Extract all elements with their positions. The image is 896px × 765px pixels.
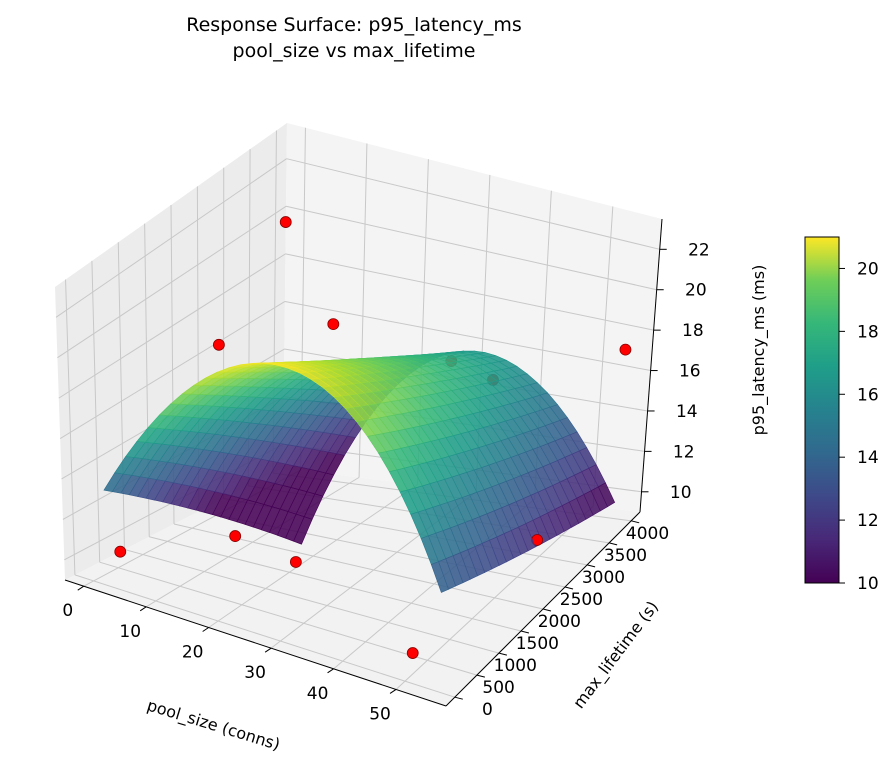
grid-line-z: [55, 158, 287, 318]
y-tick: [542, 608, 552, 612]
y-tick: [631, 520, 640, 524]
y-tick: [454, 696, 463, 700]
grid-line-z: [286, 158, 660, 250]
grid-line-z: [284, 300, 651, 372]
x-tick: [139, 606, 147, 612]
y-tick: [498, 652, 508, 656]
y-tick-label: 2000: [538, 612, 581, 632]
z-tick-label: 14: [676, 402, 698, 422]
x-tick-label: 40: [307, 684, 329, 704]
chart-subtitle: pool_size vs max_lifetime: [232, 40, 476, 62]
y-tick: [586, 564, 596, 568]
x-tick-label: 10: [119, 622, 141, 642]
z-axis-line: [639, 218, 663, 513]
data-point: [619, 343, 632, 356]
y-tick-label: 3000: [582, 568, 625, 588]
x-axis-line: [64, 579, 447, 707]
x-tick-label: 50: [369, 704, 391, 724]
x-tick: [327, 668, 334, 674]
axis-lines: [64, 218, 667, 707]
grid-line-y: [124, 548, 500, 654]
colorbar-tick-label: 20: [857, 259, 879, 279]
y-tick-label: 4000: [626, 524, 669, 544]
y-tick-label: 2500: [560, 590, 603, 610]
x-tick: [77, 585, 85, 591]
colorbar: 10 12 14 16 18 20: [804, 236, 879, 594]
colorbar-tick-label: 12: [857, 511, 879, 531]
grid-line-z: [57, 205, 287, 359]
y-tick-label: 1000: [494, 656, 537, 676]
y-tick: [520, 630, 530, 634]
grid-line-y: [74, 574, 455, 698]
y-tick: [476, 674, 485, 678]
grid-line-z: [285, 205, 657, 291]
data-point: [229, 530, 242, 542]
x-tick-label: 20: [182, 643, 204, 663]
surface-and-points: [103, 216, 632, 659]
grid-line-z: [59, 301, 286, 439]
data-point: [279, 216, 292, 228]
x-axis-label: pool_size (conns): [145, 695, 283, 754]
data-point: [114, 545, 127, 558]
data-point: [289, 556, 302, 568]
x-tick: [202, 627, 209, 632]
chart-title-block: Response Surface: p95_latency_ms pool_si…: [0, 12, 708, 64]
y-tick-label: 0: [482, 700, 493, 720]
z-tick-label: 22: [688, 240, 710, 260]
grid-line-z: [58, 253, 286, 399]
grid-line-y: [91, 260, 101, 563]
z-axis-label: p95_latency_ms (ms): [749, 265, 769, 436]
x-tick: [264, 647, 272, 653]
surface-facet: [430, 561, 449, 593]
data-point: [327, 318, 340, 331]
colorbar-tick-label: 14: [857, 448, 879, 468]
grid-line-z: [285, 253, 654, 331]
grid-line-x: [592, 206, 614, 507]
colorbar-gradient: [804, 236, 840, 584]
z-tick-label: 12: [673, 442, 695, 462]
data-point: [212, 338, 225, 351]
data-point: [406, 647, 419, 659]
grid-line-y: [149, 536, 522, 632]
y-tick: [564, 586, 574, 590]
z-tick-label: 18: [682, 321, 704, 341]
grid-line-y: [117, 242, 125, 550]
colorbar-tick-label: 18: [857, 322, 879, 342]
z-tick-label: 20: [685, 281, 707, 301]
z-tick-label: 10: [670, 483, 692, 503]
colorbar-tick-label: 16: [857, 385, 879, 405]
x-tick-label: 30: [244, 663, 266, 683]
y-tick: [609, 542, 618, 546]
chart-title: Response Surface: p95_latency_ms: [186, 14, 522, 36]
grid-line-y: [65, 279, 76, 575]
y-tick-label: 1500: [516, 634, 559, 654]
x-tick-label: 0: [62, 601, 73, 621]
x-tick: [389, 689, 397, 694]
colorbar-tick-label: 10: [857, 574, 879, 594]
y-tick-label: 3500: [604, 546, 647, 566]
y-axis-label: max_lifetime (s): [569, 597, 663, 712]
y-tick-label: 500: [482, 678, 514, 698]
z-tick-label: 16: [679, 362, 701, 382]
